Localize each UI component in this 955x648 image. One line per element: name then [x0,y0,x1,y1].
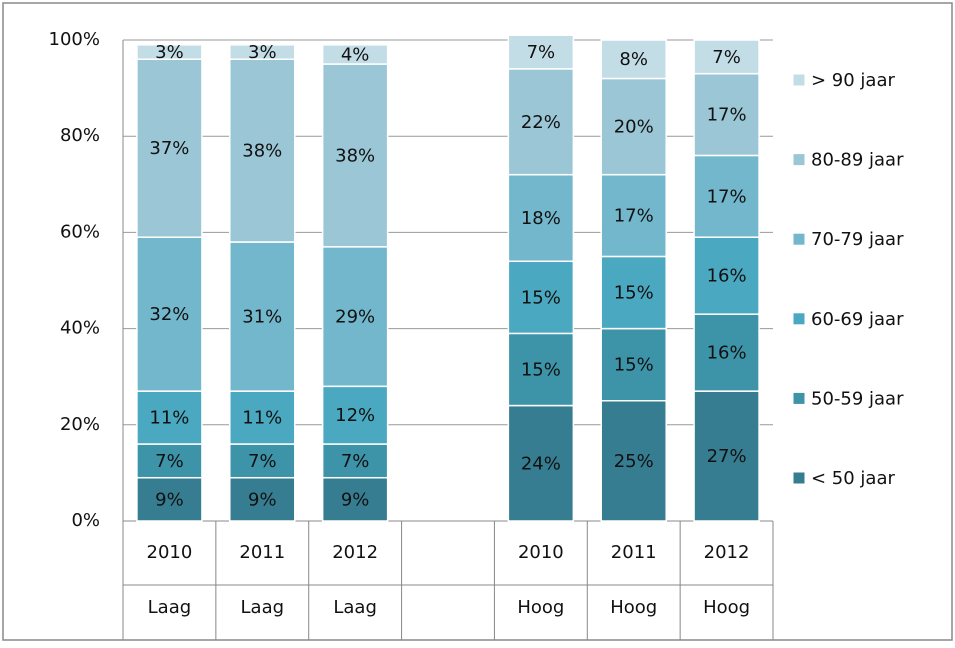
bar-segment [600,255,667,330]
value-label: 31% [242,307,282,328]
value-label: 25% [614,451,654,472]
value-label: 4% [341,44,370,65]
value-label: 16% [707,266,747,287]
bar-segment [136,390,203,445]
value-label: 7% [248,451,277,472]
value-label: 15% [614,355,654,376]
bar-segment [136,236,203,392]
group-label: Hoog [610,597,657,618]
y-tick-label: 20% [60,414,100,435]
y-tick-label: 0% [71,510,100,531]
legend-swatch [792,471,806,485]
x-tick-label: 2010 [518,542,564,563]
group-label: Hoog [703,597,750,618]
value-label: 15% [521,359,561,380]
bar-segment [136,58,203,238]
group-label: Hoog [517,597,564,618]
bar-segment [507,173,575,263]
value-label: 24% [521,453,561,474]
legend-label: 50-59 jaar [811,388,904,409]
bar-segment [321,63,389,248]
legend-label: 70-79 jaar [811,229,904,250]
legend-swatch [792,153,806,167]
bar-segment [321,385,389,445]
bar-segment [600,400,667,522]
y-tick-label: 100% [49,29,100,50]
bar-segment [693,39,760,75]
group-label: Laag [241,597,285,618]
group-label: Laag [333,597,377,618]
legend-label: > 90 jaar [811,70,895,91]
bar-segment [321,44,389,65]
value-label: 3% [155,42,184,63]
value-label: 7% [712,47,741,68]
bar-segment [600,77,667,176]
bar-segment [136,44,203,60]
bar-segment [229,476,296,522]
group-label: Laag [148,597,192,618]
legend-label: 80-89 jaar [811,150,904,171]
value-label: 17% [707,105,747,126]
value-label: 17% [614,206,654,227]
x-tick-label: 2010 [147,542,193,563]
bar-segment [600,327,667,402]
x-tick-label: 2012 [332,542,378,563]
value-label: 11% [149,408,189,429]
bar-segment [507,260,575,335]
value-label: 32% [149,304,189,325]
value-label: 38% [335,145,375,166]
value-label: 16% [707,343,747,364]
bar-segment [600,173,667,258]
bar-segment [321,476,389,522]
value-label: 9% [248,489,277,510]
value-label: 22% [521,112,561,133]
bar-segment [693,390,760,522]
bar-segment [229,58,296,243]
bar-segment [229,443,296,479]
x-tick-label: 2011 [239,542,285,563]
value-label: 3% [248,42,277,63]
bar-segment [693,72,760,157]
value-label: 37% [149,138,189,159]
y-tick-label: 80% [60,125,100,146]
value-label: 20% [614,117,654,138]
legend-swatch [792,391,806,405]
value-label: 15% [614,283,654,304]
bar-segment [507,68,575,176]
value-label: 11% [242,408,282,429]
bar-segment [507,34,575,70]
bar-segment [136,443,203,479]
value-label: 12% [335,405,375,426]
legend-swatch [792,73,806,87]
value-label: 38% [242,141,282,162]
value-label: 7% [341,451,370,472]
bar-segment [600,39,667,80]
bar-segment [321,246,389,388]
x-tick-label: 2012 [704,542,750,563]
value-label: 18% [521,208,561,229]
value-label: 9% [341,489,370,510]
bar-segment [229,44,296,60]
legend-label: 60-69 jaar [811,309,904,330]
legend-swatch [792,312,806,326]
legend-label: < 50 jaar [811,468,895,489]
bar-segment [229,241,296,392]
value-label: 7% [527,42,556,63]
legend-swatch [792,232,806,246]
x-tick-label: 2011 [611,542,657,563]
value-label: 9% [155,489,184,510]
y-tick-label: 40% [60,318,100,339]
value-label: 15% [521,287,561,308]
value-label: 27% [707,446,747,467]
bar-segment [693,236,760,315]
value-label: 29% [335,307,375,328]
value-label: 7% [155,451,184,472]
y-tick-label: 60% [60,221,100,242]
value-label: 8% [619,49,648,70]
value-label: 17% [707,186,747,207]
bar-segment [507,332,575,407]
